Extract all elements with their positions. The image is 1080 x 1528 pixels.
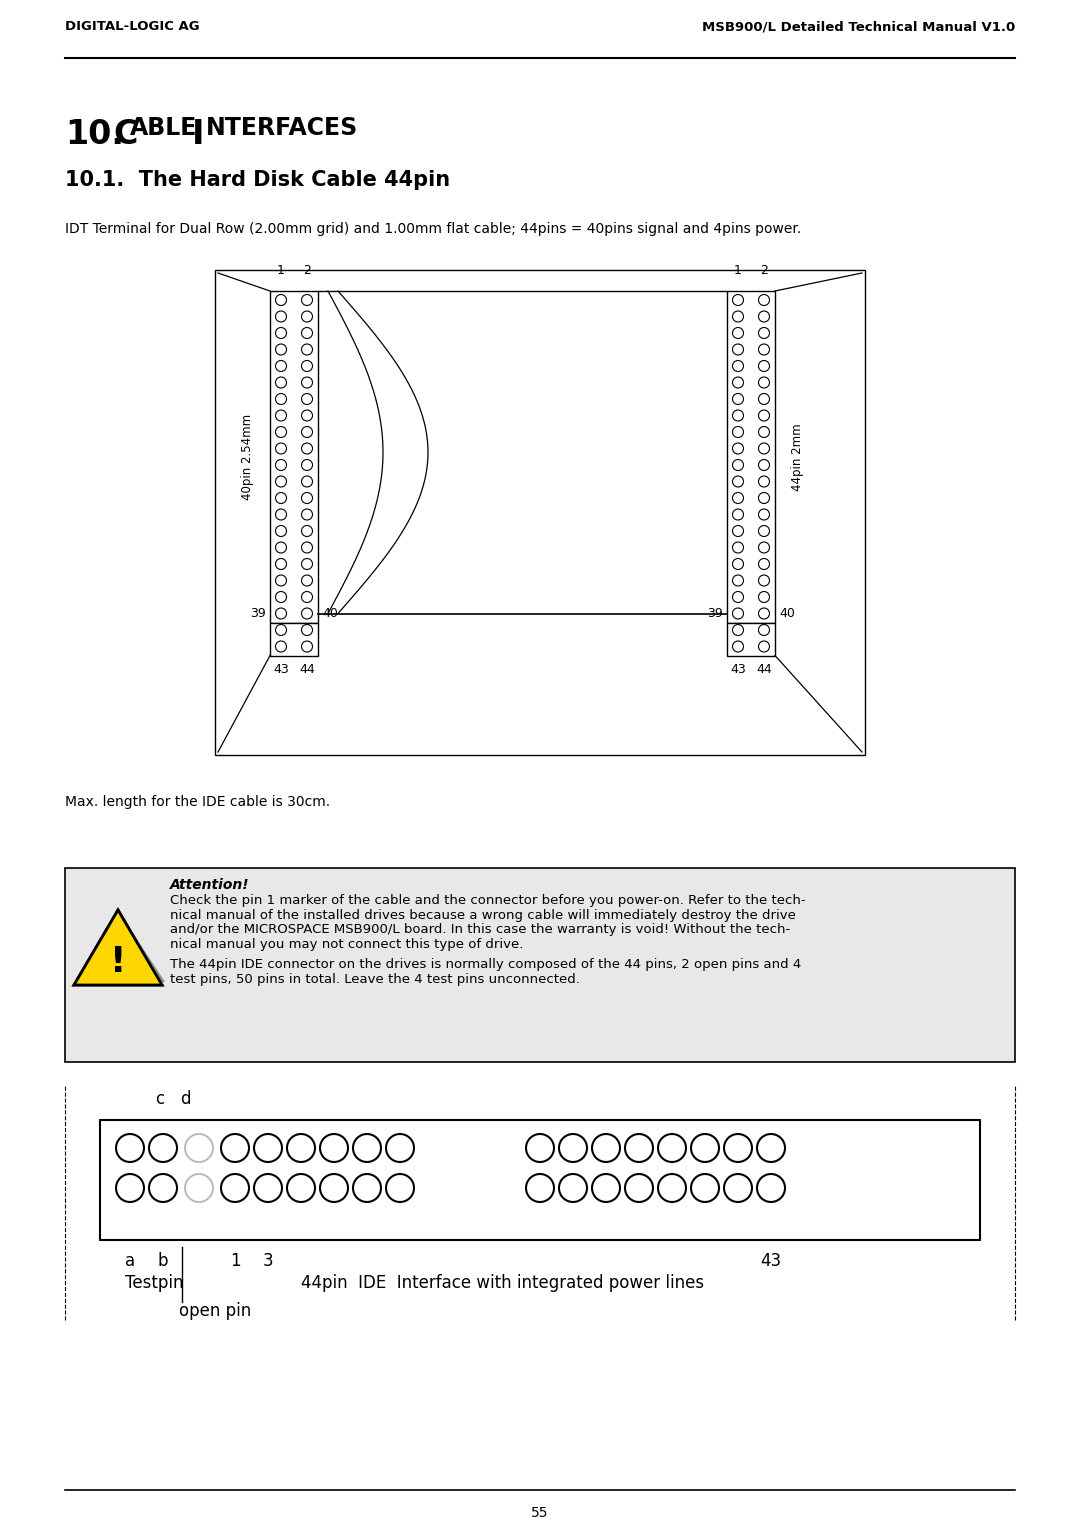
- Text: !: !: [110, 944, 126, 979]
- Bar: [270, 622, 318, 656]
- Text: a: a: [125, 1251, 135, 1270]
- Text: 10.: 10.: [65, 118, 124, 151]
- Text: Testpin: Testpin: [125, 1274, 184, 1293]
- Text: Check the pin 1 marker of the cable and the connector before you power-on. Refer: Check the pin 1 marker of the cable and …: [170, 894, 806, 908]
- Text: 3: 3: [262, 1251, 273, 1270]
- Text: MSB900/L Detailed Technical Manual V1.0: MSB900/L Detailed Technical Manual V1.0: [702, 20, 1015, 34]
- Text: and/or the MICROSPACE MSB900/L board. In this case the warranty is void! Without: and/or the MICROSPACE MSB900/L board. In…: [170, 923, 791, 937]
- Text: 40: 40: [779, 607, 795, 620]
- Text: NTERFACES: NTERFACES: [206, 116, 359, 141]
- Bar: [270, 290, 318, 622]
- Text: c: c: [156, 1089, 164, 1108]
- Text: 44pin  IDE  Interface with integrated power lines: 44pin IDE Interface with integrated powe…: [301, 1274, 704, 1293]
- Text: d: d: [180, 1089, 190, 1108]
- Text: 40: 40: [322, 607, 338, 620]
- Text: 44pin 2mm: 44pin 2mm: [791, 423, 804, 490]
- Bar: [100, 1120, 980, 1241]
- Text: 1: 1: [230, 1251, 241, 1270]
- Text: DIGITAL-LOGIC AG: DIGITAL-LOGIC AG: [65, 20, 200, 34]
- Text: b: b: [158, 1251, 168, 1270]
- Bar: [215, 270, 865, 755]
- Text: 39: 39: [707, 607, 723, 620]
- Text: 43: 43: [273, 663, 288, 675]
- Text: open pin: open pin: [179, 1302, 252, 1320]
- Text: 2: 2: [760, 264, 768, 277]
- Text: 1: 1: [278, 264, 285, 277]
- Text: 43: 43: [730, 663, 746, 675]
- Text: 44: 44: [299, 663, 315, 675]
- Text: 2: 2: [303, 264, 311, 277]
- Text: The 44pin IDE connector on the drives is normally composed of the 44 pins, 2 ope: The 44pin IDE connector on the drives is…: [170, 958, 801, 970]
- Text: nical manual of the installed drives because a wrong cable will immediately dest: nical manual of the installed drives bec…: [170, 909, 796, 921]
- Text: 39: 39: [251, 607, 266, 620]
- Bar: [727, 290, 775, 622]
- Polygon shape: [75, 911, 162, 986]
- Text: 44: 44: [756, 663, 772, 675]
- Text: 43: 43: [760, 1251, 782, 1270]
- Text: 10.1.  The Hard Disk Cable 44pin: 10.1. The Hard Disk Cable 44pin: [65, 170, 450, 189]
- Text: I: I: [192, 118, 204, 151]
- Text: nical manual you may not connect this type of drive.: nical manual you may not connect this ty…: [170, 938, 524, 950]
- Text: 55: 55: [531, 1507, 549, 1520]
- Bar: [727, 622, 775, 656]
- Text: C: C: [113, 118, 137, 151]
- Text: 40pin 2.54mm: 40pin 2.54mm: [242, 414, 255, 500]
- Text: IDT Terminal for Dual Row (2.00mm grid) and 1.00mm flat cable; 44pins = 40pins s: IDT Terminal for Dual Row (2.00mm grid) …: [65, 222, 801, 235]
- Text: Attention!: Attention!: [170, 879, 249, 892]
- Text: Max. length for the IDE cable is 30cm.: Max. length for the IDE cable is 30cm.: [65, 795, 330, 808]
- Polygon shape: [77, 915, 165, 983]
- Bar: [65, 868, 1015, 1062]
- Text: ABLE: ABLE: [130, 116, 198, 141]
- Text: 1: 1: [734, 264, 742, 277]
- Text: test pins, 50 pins in total. Leave the 4 test pins unconnected.: test pins, 50 pins in total. Leave the 4…: [170, 972, 580, 986]
